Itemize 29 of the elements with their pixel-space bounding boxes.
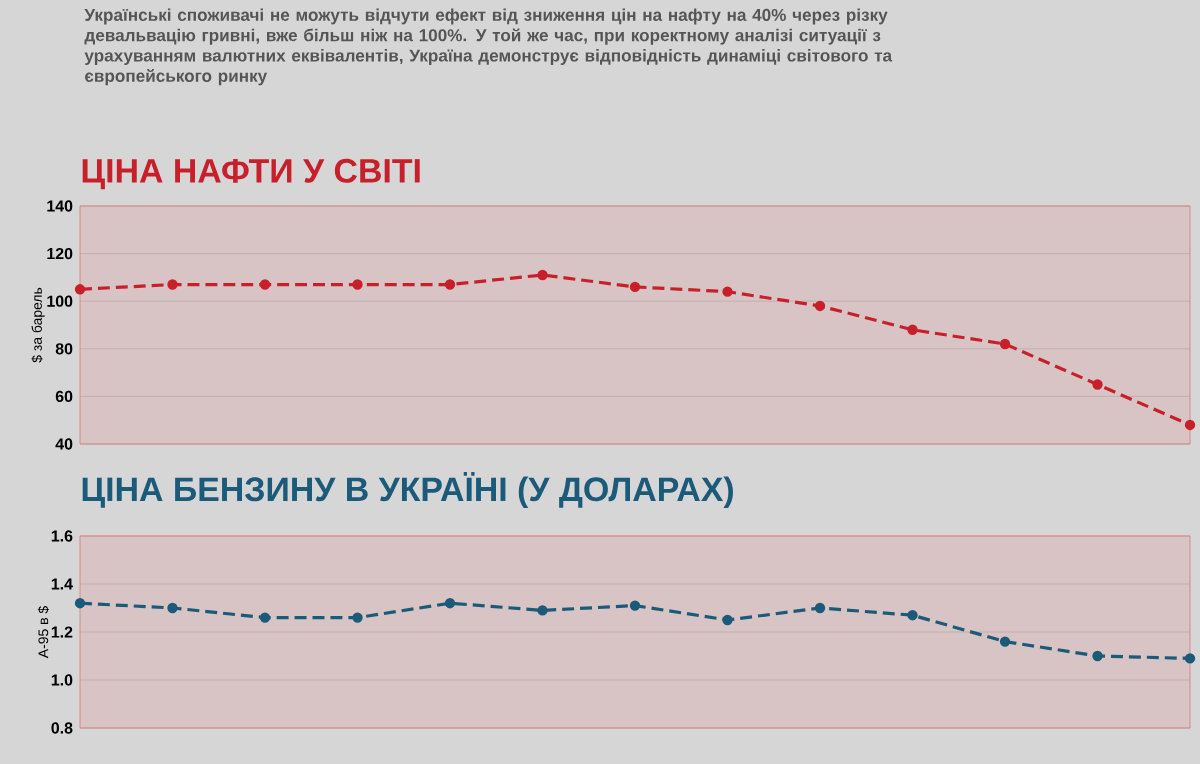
point [907,610,918,621]
point [537,269,548,281]
point [259,279,271,290]
point [1184,419,1196,431]
point [352,612,363,623]
point [1092,650,1103,662]
point [1092,379,1103,390]
point [537,605,548,616]
point [629,600,641,611]
point [259,612,271,623]
point [444,279,456,290]
point [167,279,178,290]
point [722,286,733,297]
chart-title: ЦІНА БЕНЗИНУ В УКРАЇНІ (У ДОЛАРАХ) [82,472,733,508]
point [999,636,1011,647]
point [814,300,826,312]
point [444,598,456,609]
chart-title: ЦІНА НАФТИ У СВІТІ [82,158,420,190]
point [722,614,733,626]
point [629,281,641,293]
point [1184,653,1196,664]
point [907,324,918,335]
point [167,602,178,614]
text: Українські споживачі не можуть відчути ефект від зниження цін на нафту на 40% через різку девальвацію гривні, вже більш ніж на 100%. У той же час, при коректному аналізі ситуації з урахуванням валютних еквівалентів, Україна демонструє відповідність динаміці світового та європейського ринку [84,8,893,86]
point [999,338,1011,350]
point [74,598,86,609]
point [352,279,363,290]
point [74,284,86,295]
point [814,602,826,614]
